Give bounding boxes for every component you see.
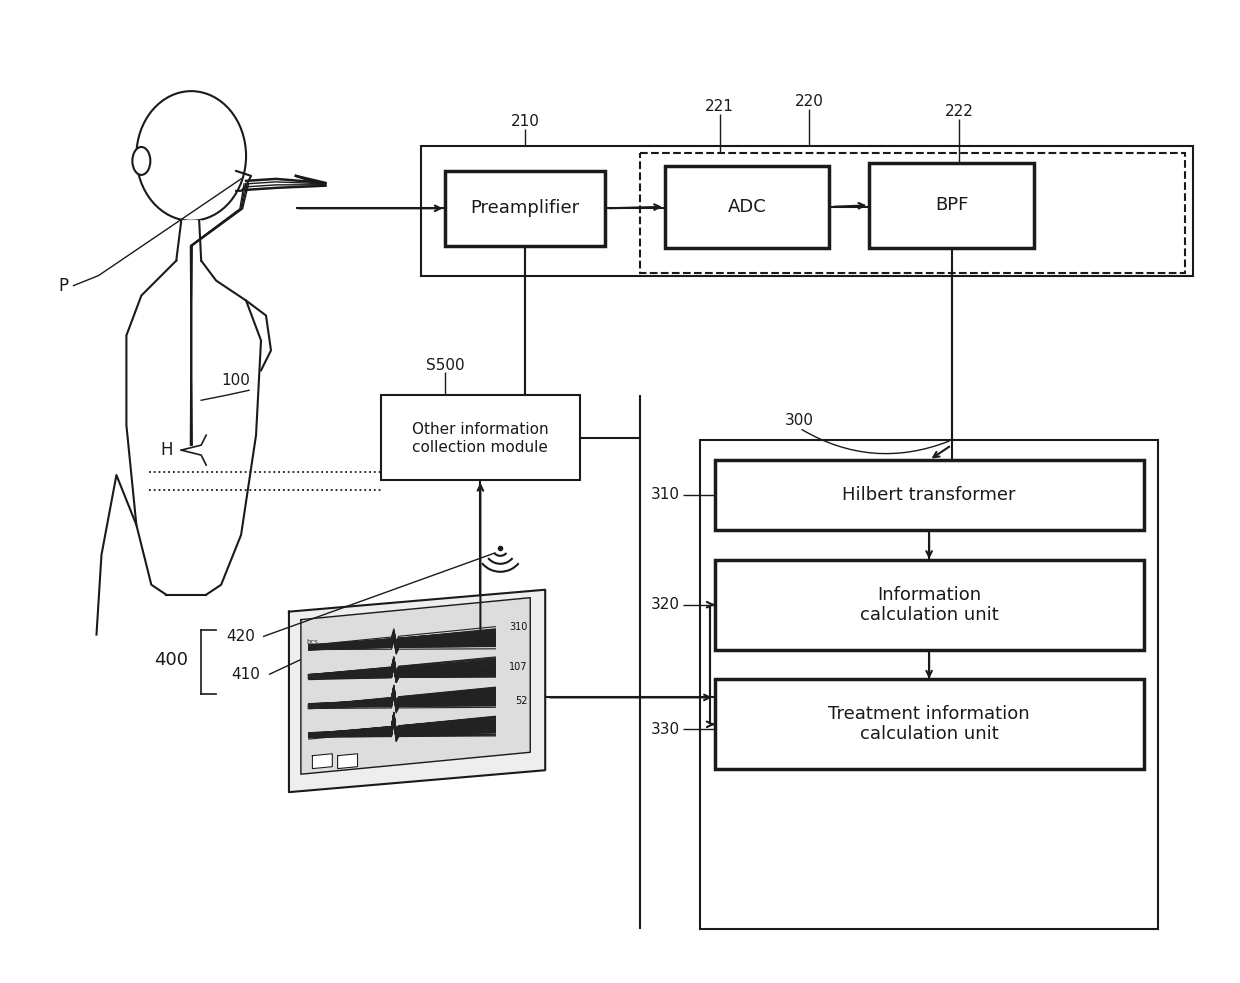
Text: 221: 221	[706, 98, 734, 114]
Text: Information: Information	[877, 586, 981, 604]
Bar	[640, 153, 1185, 272]
Bar	[714, 460, 1143, 530]
FancyArrowPatch shape	[802, 430, 949, 453]
Text: 300: 300	[785, 413, 813, 428]
Bar	[665, 166, 830, 248]
Text: Other information: Other information	[412, 422, 549, 437]
Text: 220: 220	[795, 93, 823, 108]
Text: 107: 107	[508, 662, 527, 671]
Text: 210: 210	[511, 114, 539, 129]
Text: Preamplifier: Preamplifier	[471, 200, 580, 217]
Text: 320: 320	[651, 598, 680, 612]
Text: 310: 310	[508, 622, 527, 632]
Text: 410: 410	[232, 667, 260, 682]
Bar	[699, 440, 1158, 929]
Text: Icos: Icos	[306, 673, 320, 679]
Ellipse shape	[133, 147, 150, 175]
Bar	[445, 171, 605, 246]
Text: calculation unit: calculation unit	[859, 725, 998, 743]
Text: P: P	[58, 276, 68, 295]
Text: 330: 330	[651, 722, 680, 737]
Bar	[381, 395, 580, 480]
Text: ADC: ADC	[728, 198, 766, 216]
Text: 52: 52	[515, 696, 527, 706]
Bar	[420, 146, 1193, 275]
Bar	[869, 163, 1034, 248]
Text: 310: 310	[651, 488, 680, 502]
Text: H: H	[160, 441, 172, 459]
Polygon shape	[312, 754, 332, 769]
Bar	[714, 679, 1143, 770]
Text: 420: 420	[227, 629, 255, 644]
Polygon shape	[337, 754, 357, 769]
Text: calculation unit: calculation unit	[859, 606, 998, 623]
Text: bcs: bcs	[306, 639, 317, 645]
Text: Hilbert transformer: Hilbert transformer	[842, 486, 1016, 504]
Text: Icos: Icos	[306, 704, 320, 710]
Polygon shape	[289, 590, 546, 792]
Text: 222: 222	[945, 103, 973, 119]
Text: 100: 100	[222, 373, 250, 388]
Text: BPF: BPF	[935, 197, 968, 214]
Text: S500: S500	[427, 358, 465, 373]
Text: 400: 400	[154, 651, 188, 668]
Text: Treatment information: Treatment information	[828, 706, 1030, 723]
Polygon shape	[176, 221, 201, 256]
Bar	[714, 559, 1143, 650]
Polygon shape	[301, 598, 531, 775]
Text: collection module: collection module	[413, 440, 548, 455]
Ellipse shape	[136, 91, 246, 221]
